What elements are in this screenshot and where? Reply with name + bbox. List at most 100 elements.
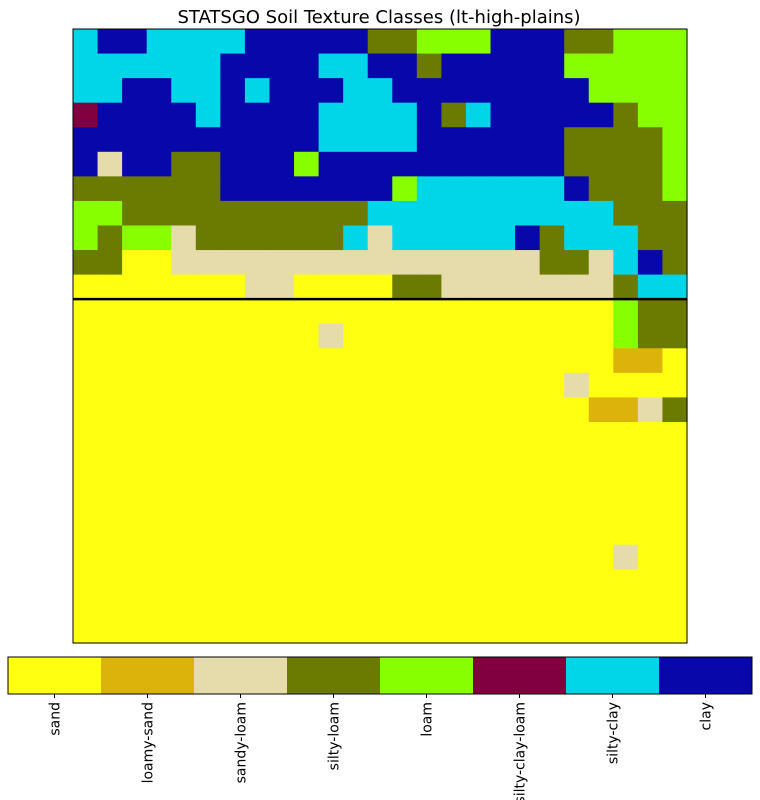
- heatmap-cell: [465, 544, 492, 570]
- heatmap-cell: [392, 495, 418, 521]
- heatmap-cell: [465, 176, 492, 202]
- heatmap-cell: [465, 323, 492, 349]
- colorbar-label-silty-loam: silty-loam: [327, 702, 343, 770]
- heatmap-cell: [367, 569, 393, 595]
- heatmap-cell: [343, 618, 369, 644]
- heatmap-cell: [220, 102, 246, 128]
- heatmap-cell: [171, 372, 197, 398]
- heatmap-cell: [294, 151, 320, 177]
- heatmap-cell: [343, 225, 369, 251]
- heatmap-cell: [539, 323, 565, 349]
- heatmap-cell: [392, 250, 418, 276]
- heatmap-cell: [637, 471, 664, 497]
- heatmap-cell: [171, 323, 197, 349]
- heatmap-cell: [244, 299, 271, 325]
- heatmap-cell: [220, 593, 246, 620]
- heatmap-cell: [392, 102, 418, 128]
- colorbar-swatch-silty-clay: [566, 657, 660, 694]
- heatmap-cell: [539, 53, 565, 79]
- heatmap-cell: [490, 29, 516, 55]
- heatmap-cell: [637, 29, 664, 55]
- heatmap-cell: [195, 200, 221, 227]
- heatmap-cell: [416, 225, 442, 251]
- heatmap-cell: [294, 372, 320, 398]
- heatmap-cell: [662, 78, 688, 104]
- heatmap-cell: [244, 102, 271, 128]
- heatmap-cell: [637, 397, 664, 423]
- heatmap-cell: [97, 250, 123, 276]
- heatmap-cell: [269, 151, 295, 177]
- heatmap-cell: [588, 372, 614, 398]
- heatmap-cell: [515, 29, 541, 55]
- heatmap-cell: [662, 323, 688, 349]
- heatmap-cell: [318, 471, 344, 497]
- heatmap-cell: [490, 397, 516, 423]
- heatmap-cell: [613, 421, 639, 448]
- heatmap-cell: [637, 299, 664, 325]
- heatmap-cell: [97, 421, 123, 448]
- heatmap-cell: [171, 520, 197, 546]
- heatmap-cell: [220, 323, 246, 349]
- heatmap-cell: [588, 323, 614, 349]
- heatmap-cell: [613, 78, 639, 104]
- heatmap-cell: [564, 225, 590, 251]
- heatmap-cell: [490, 495, 516, 521]
- heatmap-cell: [97, 176, 123, 202]
- heatmap-cell: [220, 176, 246, 202]
- heatmap-cell: [539, 397, 565, 423]
- heatmap-cell: [662, 421, 688, 448]
- heatmap-cell: [318, 274, 344, 300]
- heatmap-cell: [244, 569, 271, 595]
- heatmap-cell: [97, 78, 123, 104]
- heatmap-cell: [343, 397, 369, 423]
- heatmap-cell: [416, 200, 442, 227]
- heatmap-cell: [662, 348, 688, 374]
- heatmap-cell: [613, 471, 639, 497]
- heatmap-cell: [146, 520, 172, 546]
- heatmap-cell: [269, 471, 295, 497]
- heatmap-cell: [146, 372, 172, 398]
- heatmap-cell: [564, 618, 590, 644]
- heatmap-cell: [146, 421, 172, 448]
- heatmap-cell: [662, 299, 688, 325]
- heatmap-cell: [244, 127, 271, 153]
- heatmap-cell: [564, 348, 590, 374]
- heatmap-cell: [220, 78, 246, 104]
- heatmap-cell: [465, 102, 492, 128]
- heatmap-cell: [146, 593, 172, 620]
- heatmap-cell: [269, 102, 295, 128]
- heatmap-cell: [515, 127, 541, 153]
- heatmap-cell: [588, 569, 614, 595]
- heatmap-cell: [195, 102, 221, 128]
- heatmap-cell: [637, 274, 664, 300]
- heatmap-cell: [515, 348, 541, 374]
- heatmap-cell: [294, 200, 320, 227]
- heatmap-cell: [515, 495, 541, 521]
- heatmap-cell: [637, 250, 664, 276]
- heatmap-cell: [490, 520, 516, 546]
- heatmap-cell: [269, 53, 295, 79]
- heatmap-cell: [146, 495, 172, 521]
- heatmap-cell: [441, 274, 467, 300]
- heatmap-cell: [613, 520, 639, 546]
- heatmap-cell: [588, 618, 614, 644]
- heatmap-cell: [97, 520, 123, 546]
- heatmap-cell: [515, 446, 541, 472]
- heatmap-cell: [416, 299, 442, 325]
- heatmap-cell: [171, 544, 197, 570]
- heatmap-cell: [367, 29, 393, 55]
- heatmap-cell: [490, 348, 516, 374]
- heatmap-cell: [662, 151, 688, 177]
- heatmap-cell: [588, 29, 614, 55]
- heatmap-cell: [441, 618, 467, 644]
- heatmap-cell: [171, 421, 197, 448]
- heatmap-cell: [146, 274, 172, 300]
- heatmap-cell: [539, 29, 565, 55]
- heatmap-cell: [220, 200, 246, 227]
- heatmap-cell: [318, 520, 344, 546]
- heatmap-cell: [564, 446, 590, 472]
- heatmap-cell: [122, 274, 148, 300]
- heatmap-cell: [392, 176, 418, 202]
- heatmap-cell: [465, 225, 492, 251]
- heatmap-cell: [539, 446, 565, 472]
